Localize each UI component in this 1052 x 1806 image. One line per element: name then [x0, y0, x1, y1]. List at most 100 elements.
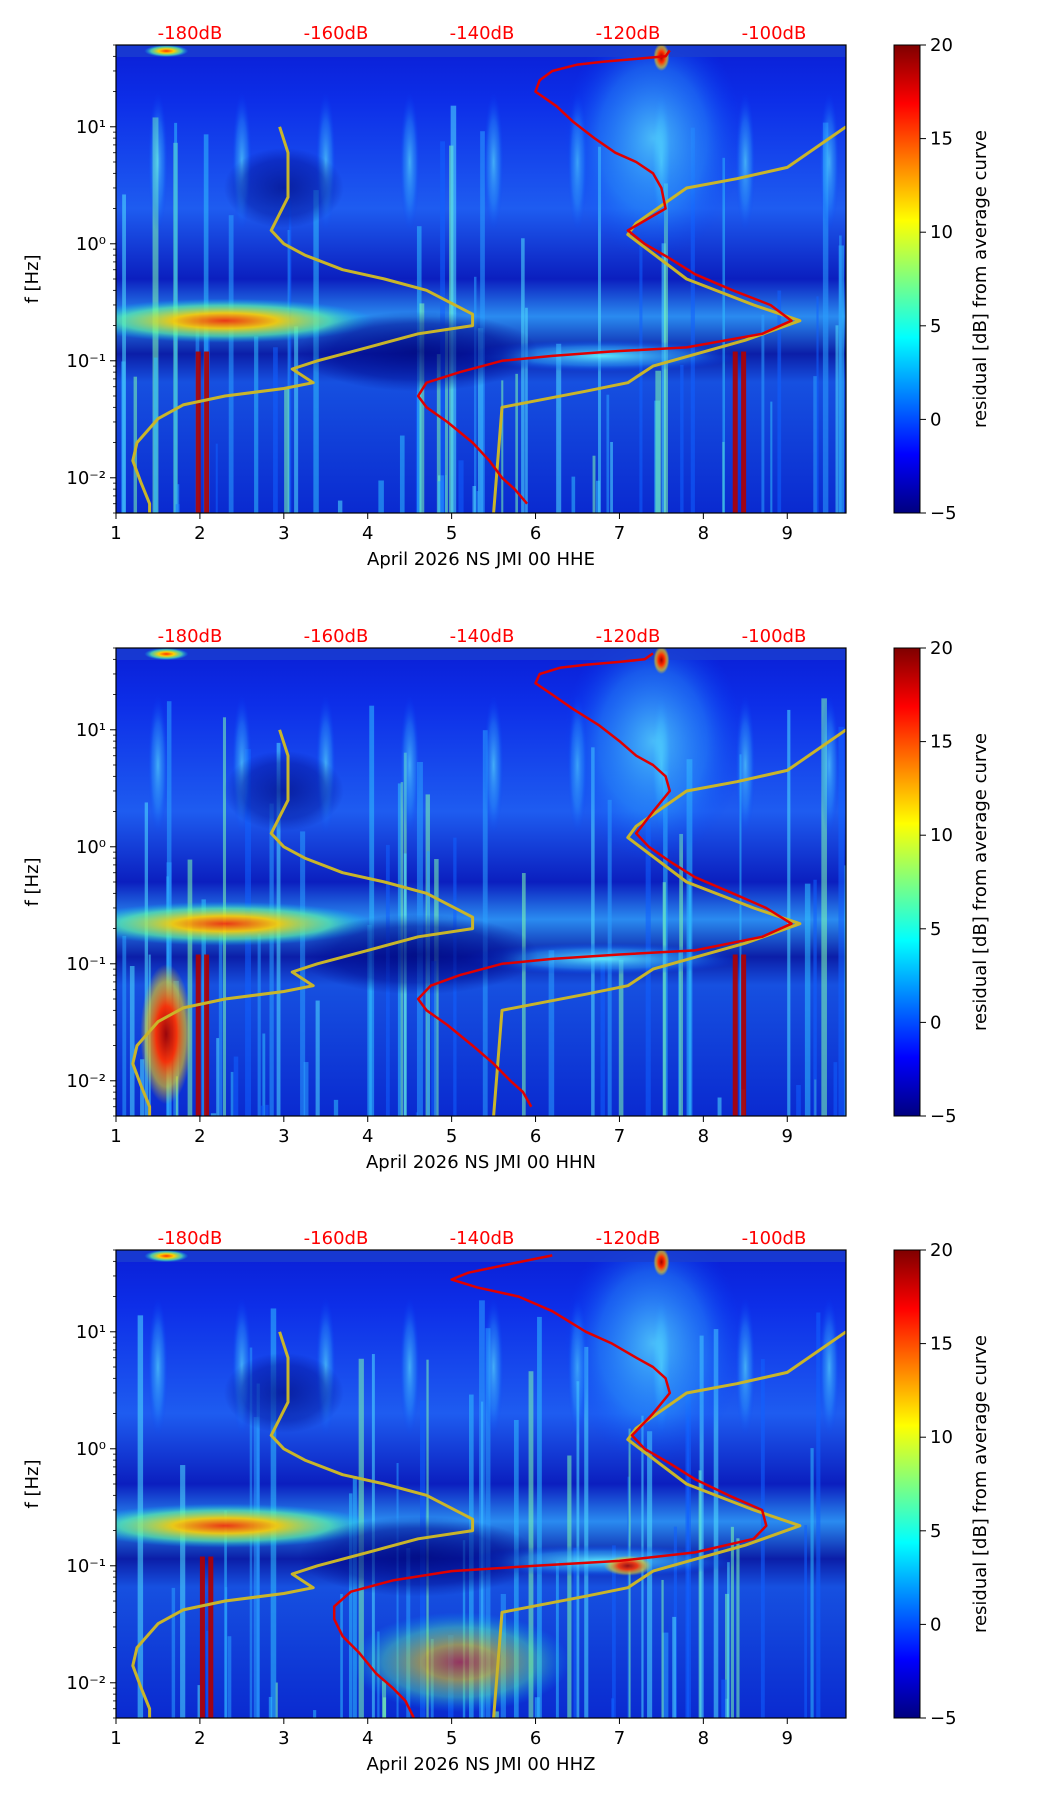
x-tick-label: 4 [362, 1728, 373, 1749]
heatmap-streak [294, 326, 299, 513]
heatmap-streak [228, 215, 234, 513]
heatmap-blob [116, 298, 376, 343]
heatmap-strip [116, 648, 846, 660]
heatmap-streak [233, 1056, 239, 1116]
db-scale-label: -100dB [742, 1228, 807, 1249]
y-tick-label: 10⁻² [66, 468, 106, 489]
heatmap-streak [476, 491, 480, 513]
heatmap-streak [224, 1587, 228, 1718]
heatmap-streak [598, 146, 601, 513]
heatmap-streak [655, 370, 662, 513]
db-scale-label: -160dB [304, 1228, 369, 1249]
heatmap-streak [197, 1685, 201, 1718]
heatmap-streak [672, 1616, 677, 1718]
heatmap-blob [223, 147, 344, 228]
heatmap-streak [810, 1448, 814, 1718]
colorbar-tick-label: −5 [930, 503, 957, 524]
x-tick-label: 3 [278, 1728, 289, 1749]
y-tick-label: 10⁰ [76, 234, 106, 255]
heatmap-streak [348, 1493, 353, 1718]
heatmap-event [741, 954, 747, 1116]
heatmap-area [116, 1250, 846, 1718]
heatmap-streak [474, 276, 477, 513]
average-curve [416, 652, 793, 1108]
heatmap-blob [653, 648, 670, 674]
heatmap-streak [567, 1455, 572, 1718]
heatmap-blob [116, 1503, 376, 1548]
heatmap-streak [595, 480, 600, 513]
db-scale-label: -180dB [158, 626, 223, 647]
colorbar-gradient [893, 44, 921, 514]
heatmap-streak [458, 460, 464, 513]
heatmap-streak [804, 1525, 807, 1718]
x-tick-label: 2 [194, 523, 205, 544]
heatmap-streak [725, 1593, 729, 1718]
colorbar-tick-label: 10 [930, 1427, 953, 1448]
heatmap-event [741, 351, 747, 513]
heatmap-streak [450, 105, 457, 513]
y-tick-label: 10⁻¹ [66, 954, 106, 975]
heatmap-streak [273, 347, 278, 513]
heatmap-streak [262, 1033, 266, 1116]
heatmap-streak [300, 831, 306, 1116]
db-scale-label: -180dB [158, 1228, 223, 1249]
reference-curve-high [492, 1330, 846, 1718]
heatmap-blob [116, 901, 376, 946]
x-tick-label: 8 [698, 1728, 709, 1749]
heatmap-blob [563, 648, 743, 862]
colorbar-label: residual [dB] from average curve [970, 733, 991, 1031]
heatmap-streak [838, 726, 845, 1116]
heatmap-streak [618, 959, 624, 1116]
heatmap-streak [610, 441, 613, 513]
heatmap-streak [556, 343, 562, 513]
heatmap-streak [313, 1710, 317, 1718]
heatmap-event [204, 954, 210, 1116]
heatmap-streak [216, 1038, 220, 1116]
heatmap-streak [835, 325, 839, 513]
heatmap-event [195, 351, 201, 513]
db-scale-label: -180dB [158, 23, 223, 44]
x-tick-label: 5 [446, 1126, 457, 1147]
heatmap-streak [822, 122, 829, 513]
heatmap-streak [816, 296, 819, 513]
heatmap-band [399, 695, 420, 835]
heatmap-streak [176, 484, 180, 513]
heatmap-streak [787, 709, 791, 1116]
heatmap-streak [600, 961, 605, 1116]
heatmap-streak [303, 1062, 309, 1116]
y-tick-label: 10⁰ [76, 837, 106, 858]
heatmap-streak [399, 435, 405, 513]
heatmap-streak [713, 1329, 719, 1718]
heatmap-band [399, 1297, 420, 1437]
heatmap-streak [833, 1062, 838, 1116]
x-tick-label: 8 [698, 523, 709, 544]
heatmap-streak [739, 754, 742, 1116]
x-tick-label: 9 [782, 1728, 793, 1749]
heatmap-streak [606, 394, 610, 513]
x-tick-label: 4 [362, 523, 373, 544]
heatmap-band [399, 92, 420, 232]
heatmap-streak [227, 1636, 232, 1718]
heatmap-event [732, 351, 738, 513]
colorbar-gradient [893, 647, 921, 1117]
heatmap-streak [813, 879, 817, 1116]
heatmap-event [195, 954, 201, 1116]
heatmap-streak [201, 899, 206, 1116]
heatmap-streak [688, 878, 692, 1116]
x-tick-label: 9 [782, 523, 793, 544]
colorbar-tick-label: 5 [930, 1521, 941, 1542]
heatmap-streak [521, 873, 526, 1116]
heatmap-streak [717, 1097, 722, 1116]
heatmap-band [147, 1297, 168, 1437]
reference-curve-low [131, 729, 475, 1116]
colorbar-tick-label: 5 [930, 919, 941, 940]
heatmap-streak [690, 127, 695, 513]
colorbar: 20 15 10 5 0 −5 residual [dB] from average cur… [893, 1240, 991, 1729]
heatmap-streak [534, 1697, 540, 1718]
heatmap-band [147, 92, 168, 232]
y-tick-label: 10⁻² [66, 1673, 106, 1694]
heatmap-band [819, 1297, 840, 1437]
y-tick-label: 10¹ [76, 117, 106, 138]
heatmap-streak [796, 1085, 801, 1116]
heatmap-streak [171, 1587, 176, 1718]
